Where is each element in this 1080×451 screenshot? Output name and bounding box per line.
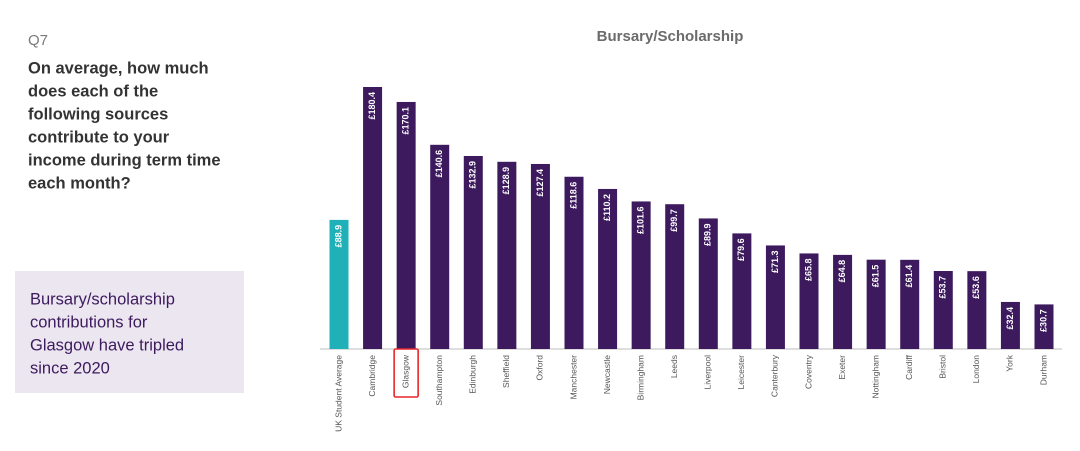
x-tick-label: Exeter [837, 355, 847, 380]
x-tick-label: London [971, 355, 981, 384]
bar [363, 87, 383, 349]
bar [732, 233, 752, 349]
bar [933, 271, 953, 349]
value-label: £118.6 [568, 182, 578, 209]
question-line: On average, how much [28, 59, 209, 77]
value-label: £101.6 [636, 206, 646, 234]
bar [698, 218, 718, 349]
value-label: £99.7 [669, 209, 679, 232]
question-number: Q7 [28, 32, 48, 49]
question-line: following sources [28, 105, 168, 123]
value-label: £89.9 [703, 223, 713, 246]
callout-line: contributions for [30, 313, 148, 331]
x-tick-label: Edinburgh [468, 355, 478, 394]
x-tick-label: Newcastle [602, 355, 612, 394]
value-label: £127.4 [535, 169, 545, 197]
x-tick-label: Leicester [736, 355, 746, 390]
value-label: £88.9 [333, 225, 343, 248]
question-line: contribute to your [28, 128, 170, 146]
bar [833, 254, 853, 349]
bar [900, 259, 920, 349]
callout-line: since 2020 [30, 359, 110, 377]
value-label: £61.5 [871, 265, 881, 288]
x-tick-label: York [1005, 354, 1015, 371]
bar [598, 188, 618, 349]
chart-title: Bursary/Scholarship [597, 28, 744, 45]
x-tick-label: Birmingham [635, 355, 645, 400]
question-line: does each of the [28, 82, 158, 100]
value-label: £53.7 [938, 276, 948, 299]
bar [765, 245, 785, 349]
value-label: £132.9 [468, 161, 478, 189]
x-tick-label: Oxford [535, 355, 545, 381]
value-label: £53.6 [971, 276, 981, 299]
bar [1034, 304, 1054, 349]
x-tick-label: Glasgow [400, 354, 410, 388]
value-label: £110.2 [602, 194, 612, 221]
bar [329, 219, 349, 349]
bar [564, 176, 584, 349]
value-label: £64.8 [837, 260, 847, 283]
value-label: £32.4 [1005, 307, 1015, 330]
bar [967, 271, 987, 349]
x-tick-label: Durham [1038, 355, 1048, 385]
x-tick-label: Manchester [568, 355, 578, 400]
bar [631, 201, 651, 349]
value-label: £65.8 [803, 258, 813, 281]
x-tick-label: UK Student Average [333, 355, 343, 432]
highlight-box [393, 348, 419, 398]
x-tick-label: Coventry [803, 354, 813, 389]
bar [665, 204, 685, 349]
x-tick-label: Southampton [434, 355, 444, 406]
question-line: income during term time [28, 151, 221, 169]
callout-text: Bursary/scholarship contributions for Glas… [30, 290, 184, 377]
x-tick-label: Nottingham [870, 355, 880, 398]
x-tick-label: Liverpool [703, 355, 713, 390]
bar [530, 163, 550, 349]
x-tick-label: Canterbury [770, 354, 780, 397]
question-line: each month? [28, 174, 131, 192]
value-label: £180.4 [367, 92, 377, 120]
x-tick-label: Cambridge [367, 355, 377, 397]
value-label: £140.6 [434, 150, 444, 178]
bar [866, 259, 886, 349]
x-tick-label: Cardiff [904, 354, 914, 380]
bar [497, 161, 517, 349]
bar [396, 101, 416, 349]
question-text: On average, how much does each of the foll… [28, 59, 221, 192]
value-label: £71.3 [770, 250, 780, 273]
value-label: £128.9 [501, 167, 511, 195]
bar [1000, 301, 1020, 349]
bar [463, 155, 483, 349]
value-label: £61.4 [904, 265, 914, 288]
value-label: £79.6 [736, 238, 746, 261]
callout-line: Bursary/scholarship [30, 290, 175, 308]
callout-line: Glasgow have tripled [30, 336, 184, 354]
x-tick-label: Sheffield [501, 355, 511, 388]
callout-box [15, 271, 244, 393]
value-label: £170.1 [401, 107, 411, 135]
value-label: £30.7 [1038, 309, 1048, 332]
x-tick-label: Leeds [669, 355, 679, 378]
bar [430, 144, 450, 349]
bar [799, 253, 819, 349]
x-tick-label: Bristol [938, 355, 948, 379]
